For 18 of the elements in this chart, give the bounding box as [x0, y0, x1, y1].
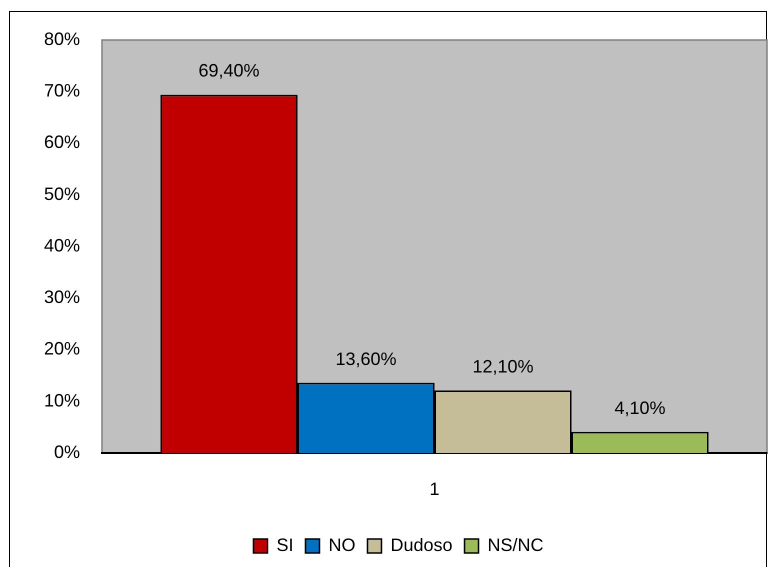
y-tick-label: 0%	[54, 442, 80, 462]
legend-label: SI	[276, 534, 294, 555]
data-label: 4,10%	[614, 398, 666, 418]
y-tick-label: 60%	[44, 132, 80, 152]
y-tick-label: 70%	[44, 80, 80, 101]
y-tick-label: 40%	[44, 235, 80, 256]
y-tick-label: 10%	[44, 390, 80, 410]
data-label: 13,60%	[335, 348, 397, 369]
legend-label: NO	[328, 534, 356, 555]
data-label: 69,40%	[198, 60, 260, 81]
y-tick-label: 80%	[44, 28, 80, 49]
data-label: 12,10%	[472, 356, 534, 377]
y-tick-label: 30%	[44, 287, 80, 308]
legend-label: NS/NC	[488, 534, 544, 555]
y-tick-label: 20%	[44, 338, 80, 359]
x-tick-label: 1	[429, 478, 440, 499]
y-tick-label: 50%	[44, 184, 80, 204]
legend-label: Dudoso	[390, 534, 453, 555]
